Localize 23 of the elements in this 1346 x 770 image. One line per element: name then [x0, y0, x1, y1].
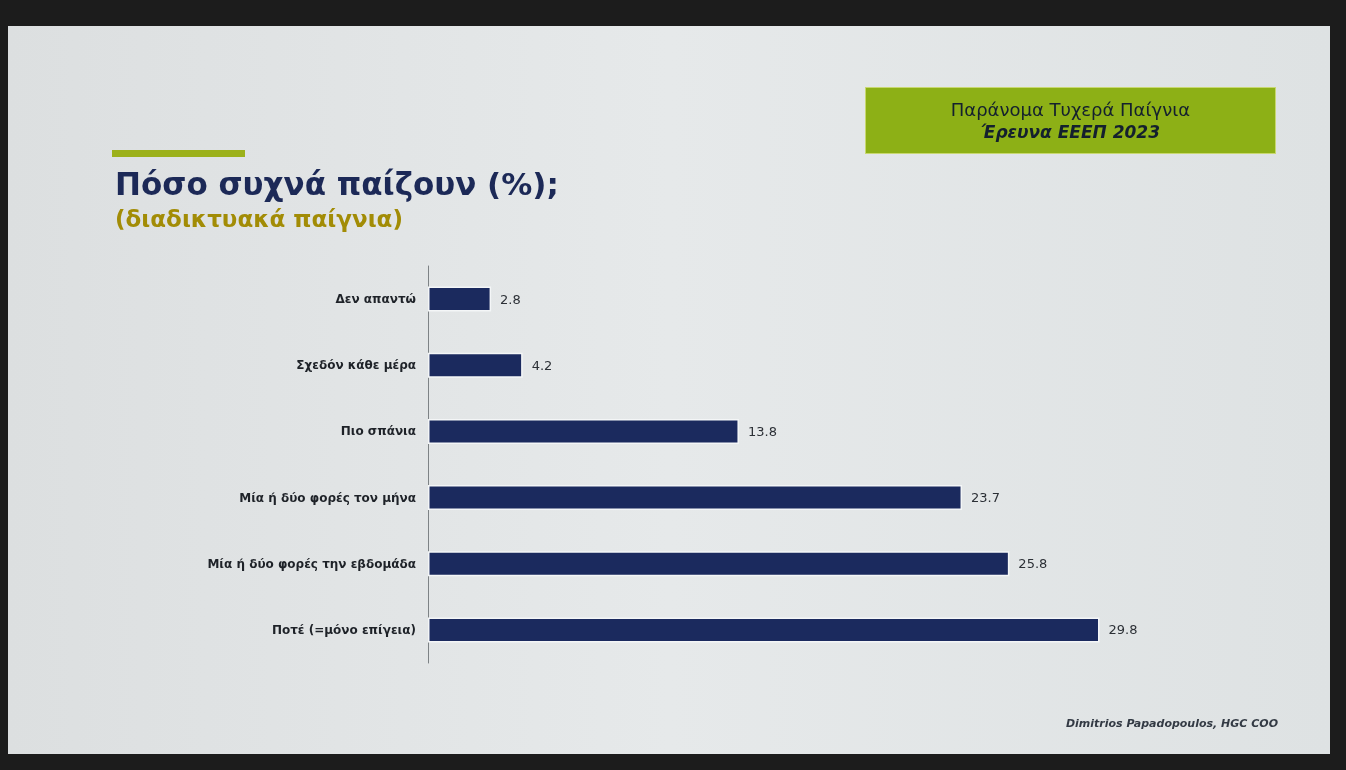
bar [428, 617, 1100, 643]
data-label: 2.8 [500, 291, 521, 307]
data-label: 13.8 [747, 423, 777, 439]
bar [428, 286, 492, 312]
bar [428, 485, 963, 511]
bar [428, 352, 523, 378]
chart-subtitle: (διαδικτυακά παίγνια) [115, 206, 403, 232]
y-tick-label: Μία ή δύο φορές τον μήνα [239, 490, 416, 505]
y-tick-label: Σχεδόν κάθε μέρα [296, 358, 416, 373]
bar [428, 551, 1010, 577]
y-tick-label: Ποτέ (=μόνο επίγεια) [271, 622, 416, 637]
bar [428, 418, 739, 444]
y-tick-label: Μία ή δύο φορές την εβδομάδα [207, 556, 416, 571]
text: Παράνομα Τυχερά Παίγνια [950, 97, 1191, 121]
data-label: 4.2 [531, 357, 553, 373]
data-label: 23.7 [971, 490, 1000, 506]
data-label: 25.8 [1018, 556, 1048, 572]
y-tick-label: Πιο σπάνια [340, 424, 416, 439]
y-tick-label: Δεν απαντώ [335, 292, 416, 307]
text: Έρευνα ΕΕΕΠ 2023 [981, 120, 1160, 144]
data-label: 29.8 [1108, 622, 1138, 638]
chart-title: Πόσο συχνά παίζουν (%); [115, 166, 559, 202]
text: Dimitrios Papadopoulos, HGC COO [1065, 717, 1278, 730]
